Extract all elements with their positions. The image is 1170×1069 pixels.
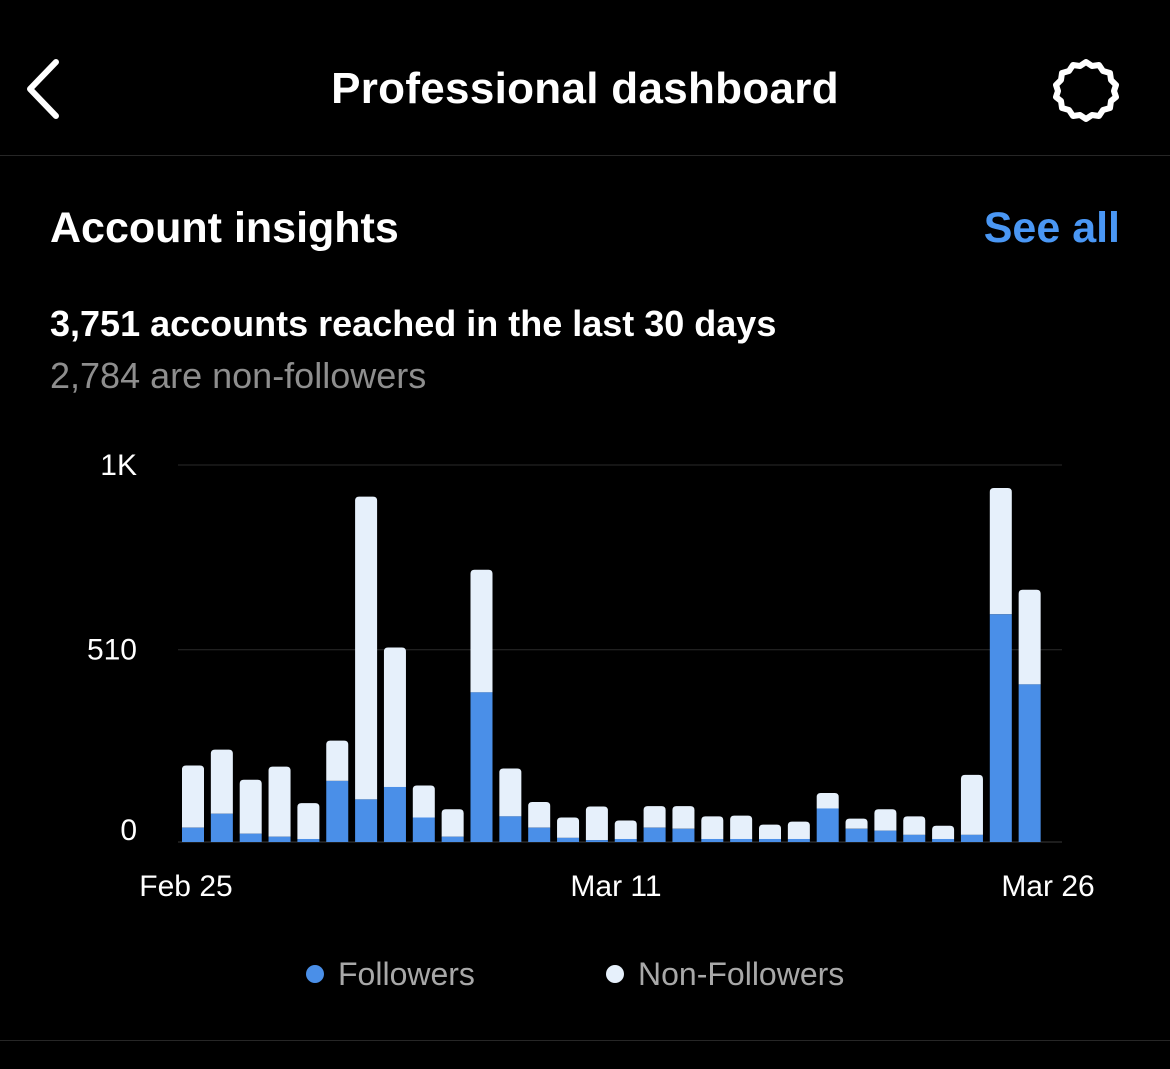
chevron-left-icon <box>27 59 59 119</box>
bar-followers <box>759 838 781 842</box>
bar-non-followers <box>499 768 522 817</box>
y-tick-label: 510 <box>87 634 137 667</box>
settings-button[interactable] <box>1050 54 1122 126</box>
bar-non-followers <box>903 816 926 835</box>
bar-followers <box>643 827 666 842</box>
bar-non-followers <box>326 740 349 781</box>
bar-non-followers <box>787 821 810 839</box>
bar-followers <box>557 837 580 842</box>
bar-followers <box>239 833 262 842</box>
bar-followers <box>182 827 204 842</box>
bar-non-followers <box>701 816 724 839</box>
bar-followers <box>932 838 955 842</box>
bar-non-followers <box>239 779 262 834</box>
bar-non-followers <box>412 785 435 818</box>
back-button[interactable] <box>22 56 68 122</box>
bar-non-followers <box>672 806 695 829</box>
bar-non-followers <box>297 803 320 839</box>
bar-non-followers <box>210 749 233 814</box>
bar-followers <box>297 838 320 842</box>
bar-non-followers <box>989 487 1012 615</box>
bar-followers <box>268 836 291 842</box>
bar-followers <box>355 799 378 842</box>
legend-label-non-followers: Non-Followers <box>638 955 845 992</box>
bar-non-followers <box>816 792 839 809</box>
section-title: Account insights <box>50 204 399 252</box>
bar-followers <box>845 828 868 842</box>
bar-followers <box>903 834 926 842</box>
x-tick-label: Mar 11 <box>570 870 661 903</box>
bar-followers <box>470 692 493 842</box>
bar-non-followers <box>960 774 983 835</box>
y-tick-label: 0 <box>120 814 137 847</box>
bar-followers <box>528 827 551 842</box>
bar-followers <box>1018 684 1041 842</box>
accounts-reached-summary: 3,751 accounts reached in the last 30 da… <box>50 303 777 344</box>
bar-non-followers <box>759 824 781 839</box>
x-tick-label: Feb 25 <box>139 870 232 903</box>
legend-item-followers: Followers <box>306 952 475 996</box>
bar-followers <box>412 817 435 842</box>
page-title: Professional dashboard <box>331 64 839 113</box>
bar-followers <box>672 828 695 842</box>
bar-non-followers <box>441 809 464 837</box>
bar-non-followers <box>643 806 666 828</box>
y-tick-label: 1K <box>100 449 137 482</box>
bar-followers <box>383 786 406 842</box>
bar-followers <box>441 836 464 842</box>
see-all-link[interactable]: See all <box>983 204 1120 252</box>
bar-non-followers <box>932 825 955 839</box>
bar-non-followers <box>383 647 406 787</box>
bar-followers <box>326 780 349 842</box>
non-followers-summary: 2,784 are non-followers <box>50 355 427 396</box>
chart-legend: Followers Non-Followers <box>0 952 1170 996</box>
bar-followers <box>614 838 637 842</box>
section-divider <box>0 1040 1170 1041</box>
bar-followers <box>960 834 983 842</box>
bar-non-followers <box>1018 589 1041 685</box>
bar-followers <box>787 838 810 842</box>
x-tick-label: Mar 26 <box>1001 870 1094 903</box>
followers-dot-icon <box>306 965 324 983</box>
bar-non-followers <box>470 569 493 693</box>
bar-followers <box>499 816 522 842</box>
non-followers-dot-icon <box>606 965 624 983</box>
bar-non-followers <box>182 765 204 828</box>
bar-followers <box>730 838 753 842</box>
bar-non-followers <box>614 820 637 839</box>
bar-followers <box>210 813 233 842</box>
bar-followers <box>701 838 724 842</box>
bar-non-followers <box>268 766 291 837</box>
bar-non-followers <box>874 809 897 831</box>
top-nav-bar: Professional dashboard <box>0 0 1170 156</box>
legend-item-non-followers: Non-Followers <box>606 952 844 996</box>
bar-non-followers <box>528 802 551 828</box>
bar-followers <box>816 808 839 842</box>
legend-label-followers: Followers <box>338 955 475 992</box>
bar-non-followers <box>557 817 580 838</box>
bar-non-followers <box>355 496 378 800</box>
bar-followers <box>585 840 608 842</box>
bar-followers <box>874 830 897 842</box>
gear-icon <box>1053 59 1119 122</box>
bar-non-followers <box>845 818 868 829</box>
bar-followers <box>989 614 1012 842</box>
bar-non-followers <box>585 806 608 841</box>
bar-non-followers <box>730 815 753 839</box>
